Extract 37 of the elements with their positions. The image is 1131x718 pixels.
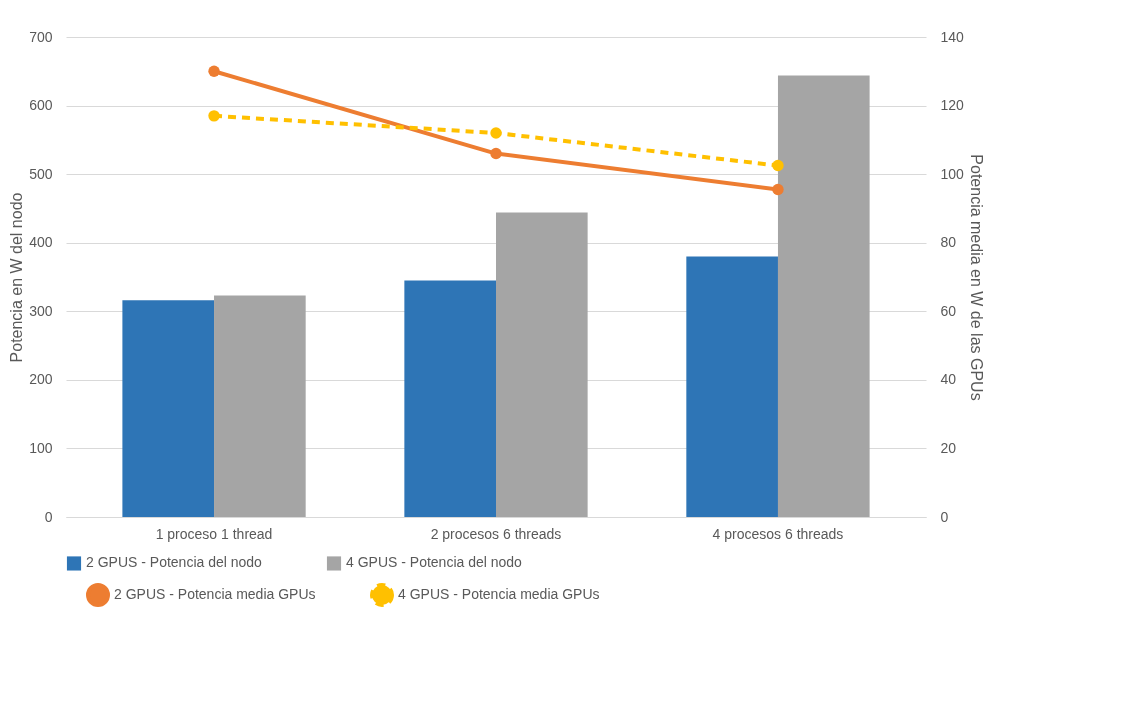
y2-tick-label: 120 [940, 97, 965, 114]
y-tick-label: 100 [29, 439, 53, 456]
y2-axis-title: Potencia media en W de las GPUs [967, 154, 985, 401]
point [490, 127, 502, 139]
legend-label: 2 GPUS - Potencia del nodo [86, 554, 263, 571]
y-tick-label: 500 [29, 165, 53, 182]
y-tick-label: 600 [29, 97, 53, 114]
x-tick-label: 1 proceso 1 thread [155, 525, 273, 542]
y2-tick-label: 140 [940, 28, 965, 45]
point [208, 110, 220, 122]
y-tick-label: 700 [29, 28, 53, 45]
y2-tick-label: 0 [940, 508, 949, 525]
y-tick-label: 0 [44, 508, 53, 525]
legend-label: 4 GPUS - Potencia del nodo [346, 554, 523, 571]
y2-tick-label: 40 [940, 371, 957, 388]
point [490, 147, 502, 160]
y2-tick-label: 60 [940, 302, 957, 319]
y-tick-label: 400 [29, 234, 53, 251]
bar [122, 300, 215, 517]
y2-tick-label: 80 [940, 234, 957, 251]
bar [777, 75, 870, 517]
y2-tick-label: 100 [940, 165, 965, 182]
legend-label: 2 GPUS - Potencia media GPUs [114, 586, 316, 602]
y-tick-label: 200 [29, 371, 53, 388]
bar [686, 256, 778, 517]
point [208, 65, 220, 77]
bar [404, 280, 496, 517]
legend-label: 4 GPUS - Potencia media GPUs [398, 586, 600, 602]
x-tick-label: 2 procesos 6 threads [430, 525, 562, 542]
y2-tick-label: 20 [940, 439, 957, 456]
x-tick-label: 4 procesos 6 threads [712, 525, 844, 542]
bar [496, 212, 588, 517]
bar [214, 295, 306, 517]
point [772, 159, 784, 172]
y-tick-label: 300 [29, 302, 53, 319]
point [772, 183, 784, 196]
y-axis-title: Potencia en W del nodo [8, 192, 26, 363]
